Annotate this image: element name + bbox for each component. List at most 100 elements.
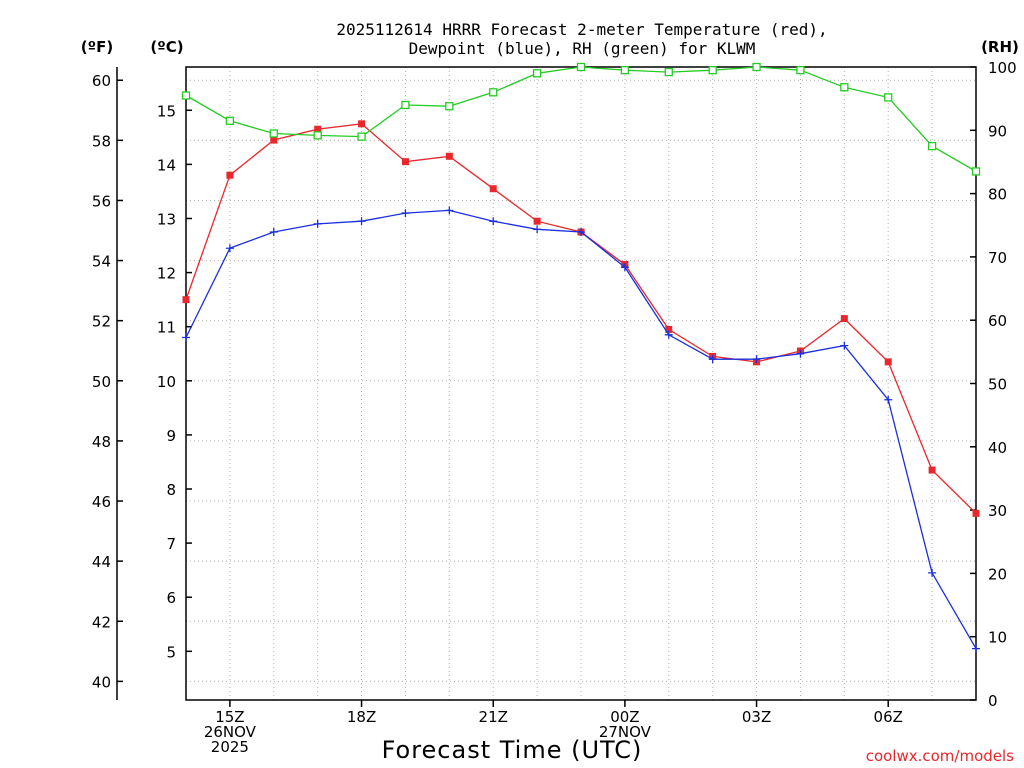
credit-link[interactable]: coolwx.com/models xyxy=(866,747,1014,765)
rh-point xyxy=(532,69,542,78)
rh-point xyxy=(840,83,849,92)
dewpoint-point xyxy=(972,644,980,653)
dewpoint-point xyxy=(752,355,761,364)
x-tick-label: 27NOV xyxy=(599,723,652,741)
rh-point xyxy=(708,66,717,75)
dewpoint-point xyxy=(313,219,322,228)
temperature-point xyxy=(445,152,453,160)
series-dewpoint xyxy=(182,206,980,653)
rh-tick-label: 50 xyxy=(988,376,1007,394)
dewpoint-point xyxy=(401,209,410,218)
rh-tick-label: 40 xyxy=(988,439,1007,457)
rh-point xyxy=(884,93,893,102)
rh-tick-label: 100 xyxy=(988,59,1017,77)
x-tick-label: 06Z xyxy=(874,708,903,726)
dewpoint-point xyxy=(269,228,278,237)
rh-point xyxy=(971,167,981,176)
rh-point xyxy=(620,66,630,75)
temperature-point xyxy=(972,509,980,517)
celsius-tick-label: 6 xyxy=(166,589,176,607)
x-tick-label: 15Z xyxy=(215,708,244,726)
fahrenheit-tick-label: 56 xyxy=(92,192,111,210)
rh-point xyxy=(225,116,235,125)
rh-point xyxy=(445,102,454,111)
dewpoint-point xyxy=(357,217,366,226)
celsius-unit-label: (ºC) xyxy=(150,38,183,56)
dewpoint-point xyxy=(182,333,190,342)
x-tick-label: 00Z xyxy=(610,708,639,726)
rh-point xyxy=(181,91,191,100)
fahrenheit-tick-label: 44 xyxy=(92,553,111,571)
fahrenheit-unit-label: (ºF) xyxy=(81,38,113,56)
chart-title-line-2: Dewpoint (blue), RH (green) for KLWM xyxy=(409,39,756,58)
dewpoint-point xyxy=(445,206,454,215)
rh-point xyxy=(357,132,366,141)
temperature-point xyxy=(226,171,234,179)
temperature-point xyxy=(270,136,278,144)
rh-tick-label: 60 xyxy=(988,312,1007,330)
temperature-point xyxy=(928,466,936,474)
rh-point xyxy=(576,62,586,72)
x-tick-label: 26NOV xyxy=(204,723,257,741)
temperature-point xyxy=(840,315,848,323)
rh-tick-label: 80 xyxy=(988,186,1007,204)
temperature-point xyxy=(665,325,673,333)
rh-point xyxy=(927,141,937,151)
rh-point xyxy=(401,100,410,110)
rh-tick-label: 70 xyxy=(988,249,1007,267)
rh-point xyxy=(489,88,498,97)
fahrenheit-tick-label: 46 xyxy=(92,493,111,511)
rh-tick-label: 90 xyxy=(988,122,1007,140)
dewpoint-point xyxy=(884,395,893,404)
rh-point xyxy=(313,131,322,140)
x-tick-label: 2025 xyxy=(211,738,249,756)
fahrenheit-tick-label: 42 xyxy=(92,613,111,631)
fahrenheit-tick-label: 52 xyxy=(92,313,111,331)
celsius-tick-label: 5 xyxy=(166,643,176,661)
rh-tick-label: 10 xyxy=(988,629,1007,647)
temperature-line xyxy=(185,123,977,514)
celsius-tick-label: 7 xyxy=(166,535,176,553)
rh-point xyxy=(752,62,761,72)
dewpoint-point xyxy=(620,263,629,272)
temperature-point xyxy=(489,185,497,193)
temperature-point xyxy=(401,158,409,166)
series-rh xyxy=(181,62,981,176)
dewpoint-point xyxy=(533,225,542,234)
celsius-tick-label: 13 xyxy=(157,210,176,228)
dewpoint-point xyxy=(489,217,498,226)
rh-tick-label: 20 xyxy=(988,565,1007,583)
celsius-tick-label: 9 xyxy=(166,427,176,445)
fahrenheit-tick-label: 60 xyxy=(92,72,111,90)
temperature-point xyxy=(182,296,190,304)
fahrenheit-tick-label: 48 xyxy=(92,433,111,451)
dewpoint-point xyxy=(664,330,673,339)
celsius-tick-label: 11 xyxy=(157,319,176,337)
dewpoint-line xyxy=(185,209,977,649)
fahrenheit-tick-label: 40 xyxy=(92,673,111,691)
celsius-tick-label: 10 xyxy=(157,373,176,391)
chart-title-line-1: 2025112614 HRRR Forecast 2-meter Tempera… xyxy=(336,20,827,39)
dewpoint-point xyxy=(796,349,805,358)
fahrenheit-tick-label: 54 xyxy=(92,253,111,271)
dewpoint-point xyxy=(577,228,585,237)
rh-unit-label: (RH) xyxy=(981,38,1019,56)
x-axis-label: Forecast Time (UTC) xyxy=(382,736,643,764)
dewpoint-point xyxy=(928,568,937,577)
x-tick-label: 03Z xyxy=(742,708,771,726)
temperature-point xyxy=(533,217,541,225)
celsius-tick-label: 8 xyxy=(166,481,176,499)
rh-point xyxy=(796,66,805,75)
rh-tick-label: 30 xyxy=(988,502,1007,520)
x-tick-label: 18Z xyxy=(347,708,376,726)
celsius-tick-label: 12 xyxy=(157,265,176,283)
fahrenheit-tick-label: 58 xyxy=(92,132,111,150)
fahrenheit-tick-label: 50 xyxy=(92,373,111,391)
temperature-point xyxy=(314,125,322,133)
temperature-point xyxy=(358,120,366,128)
dewpoint-point xyxy=(708,355,717,364)
rh-point xyxy=(664,67,673,77)
rh-tick-label: 0 xyxy=(988,692,998,710)
x-tick-label: 21Z xyxy=(479,708,508,726)
